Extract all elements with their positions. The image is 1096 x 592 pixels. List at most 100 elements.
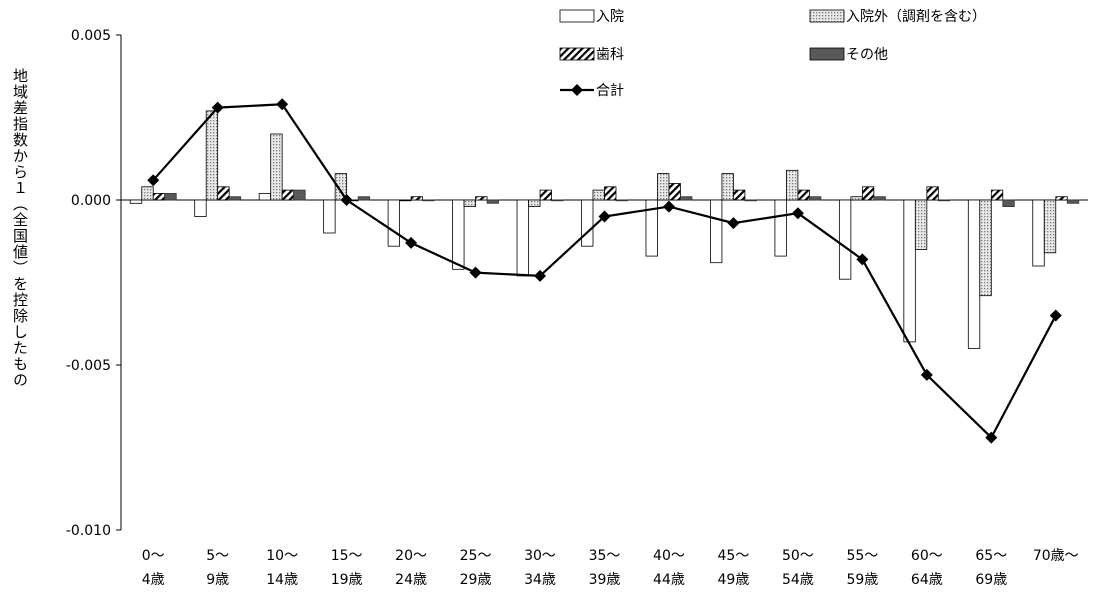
total-point xyxy=(469,266,482,279)
x-tick-label: 29歳 xyxy=(460,572,492,588)
x-tick-label: 70歳～ xyxy=(1033,548,1079,564)
bar-dotted xyxy=(528,199,541,207)
bar-dark xyxy=(1066,199,1080,204)
total-line xyxy=(147,98,1062,444)
x-tick-label: 24歳 xyxy=(395,572,427,588)
x-tick-label: 35～ xyxy=(589,548,621,564)
legend-swatch-white xyxy=(559,9,595,23)
bar-dark xyxy=(680,196,693,201)
x-tick-label: 30～ xyxy=(524,548,556,564)
bar-hatched xyxy=(217,186,230,201)
bar-white xyxy=(838,199,852,280)
total-point xyxy=(534,269,547,282)
bar-white xyxy=(194,199,207,217)
x-tick-label: 40～ xyxy=(653,548,685,564)
bar-dotted xyxy=(721,173,734,201)
bar-dotted xyxy=(914,199,928,250)
bar-hatched xyxy=(1055,196,1068,201)
bar-dotted xyxy=(850,196,863,201)
bar-white xyxy=(581,199,594,247)
bar-dark xyxy=(744,199,757,202)
x-tick-label: 20～ xyxy=(395,548,427,564)
bar-white xyxy=(967,199,981,349)
bar-dark xyxy=(615,199,628,202)
legend-label: 入院外（調剤を含む） xyxy=(846,9,986,25)
legend-label: 合計 xyxy=(596,83,624,99)
bar-dotted xyxy=(786,169,799,201)
tick-labels: 0.005 0.000 -0.005 -0.010 0～ 4歳 5～ 9歳 10～ 14歳 15～ 1… xyxy=(66,28,1079,588)
x-tick-label: 5～ xyxy=(206,548,229,564)
bar-hatched xyxy=(926,186,939,201)
total-point xyxy=(340,194,353,206)
bar-dark xyxy=(357,196,371,201)
legend-swatch-dark xyxy=(809,47,845,61)
total-point xyxy=(211,101,224,114)
bar-white xyxy=(129,199,143,204)
bar-hatched xyxy=(152,192,166,201)
x-tick-label: 4歳 xyxy=(142,572,165,588)
x-tick-label: 39歳 xyxy=(589,572,621,588)
x-tick-label: 65～ xyxy=(975,548,1007,564)
x-tick-label: 44歳 xyxy=(653,572,685,588)
bar-hatched xyxy=(281,189,295,201)
bar-dotted xyxy=(1043,199,1057,254)
x-tick-label: 34歳 xyxy=(524,572,556,588)
bar-white xyxy=(323,199,336,234)
x-tick-label: 60～ xyxy=(911,548,943,564)
bar-white xyxy=(1032,199,1045,267)
bar-hatched xyxy=(539,189,552,201)
bar-hatched xyxy=(410,196,424,201)
x-tick-label: 50～ xyxy=(782,548,814,564)
bar-hatched xyxy=(668,183,681,201)
bar-dotted xyxy=(979,199,992,297)
bars xyxy=(129,110,1080,349)
x-tick-label: 14歳 xyxy=(266,572,298,588)
total-point xyxy=(856,253,869,266)
legend-label: その他 xyxy=(846,47,888,63)
total-line-path xyxy=(152,103,1057,440)
legend-swatch-marker xyxy=(571,84,583,96)
x-tick-label: 69歳 xyxy=(975,572,1007,588)
bar-hatched xyxy=(861,186,875,201)
bar-dotted xyxy=(141,186,154,201)
x-tick-label: 55～ xyxy=(846,548,878,564)
bar-hatched xyxy=(733,189,746,201)
bar-white xyxy=(903,199,916,343)
bar-dark xyxy=(422,199,435,202)
bar-dotted xyxy=(657,173,670,201)
total-point xyxy=(147,174,160,187)
bar-dark xyxy=(1002,199,1015,207)
bar-dotted xyxy=(399,199,412,202)
legend-swatch-dotted xyxy=(809,9,845,23)
bar-white xyxy=(645,199,658,257)
bar-hatched xyxy=(797,189,810,201)
total-point xyxy=(1049,309,1062,322)
y-tick-label: -0.010 xyxy=(66,523,111,539)
x-tick-label: 0～ xyxy=(142,548,165,564)
x-tick-label: 64歳 xyxy=(911,572,943,588)
total-point xyxy=(985,431,998,444)
total-point xyxy=(405,236,418,249)
x-tick-label: 54歳 xyxy=(782,572,814,588)
bar-dark xyxy=(164,192,177,201)
y-axis-label: 地域差指数から１（全国値）を控除したもの xyxy=(11,68,29,388)
bar-dark xyxy=(873,196,886,201)
total-point xyxy=(791,207,804,220)
total-point xyxy=(276,98,289,111)
x-tick-label: 59歳 xyxy=(846,572,878,588)
x-tick-label: 19歳 xyxy=(331,572,363,588)
bar-white xyxy=(710,199,723,264)
x-tick-label: 9歳 xyxy=(206,572,229,588)
bar-white xyxy=(516,199,529,277)
bar-dark xyxy=(486,199,499,204)
bar-dark xyxy=(809,196,822,201)
bar-white xyxy=(452,199,465,270)
bar-dotted xyxy=(270,133,283,201)
y-tick-label: -0.005 xyxy=(66,358,111,374)
bar-dotted xyxy=(592,189,605,201)
bar-white xyxy=(387,199,401,247)
bar-dark xyxy=(551,199,564,202)
y-tick-label: 0.005 xyxy=(71,28,111,44)
